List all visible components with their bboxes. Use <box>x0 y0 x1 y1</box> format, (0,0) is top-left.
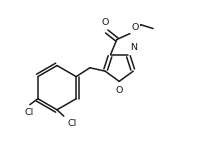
Text: N: N <box>130 43 137 52</box>
Text: Cl: Cl <box>24 108 34 117</box>
Text: Cl: Cl <box>68 119 77 128</box>
Text: O: O <box>102 18 109 27</box>
Text: O: O <box>131 23 139 32</box>
Text: O: O <box>116 86 123 95</box>
